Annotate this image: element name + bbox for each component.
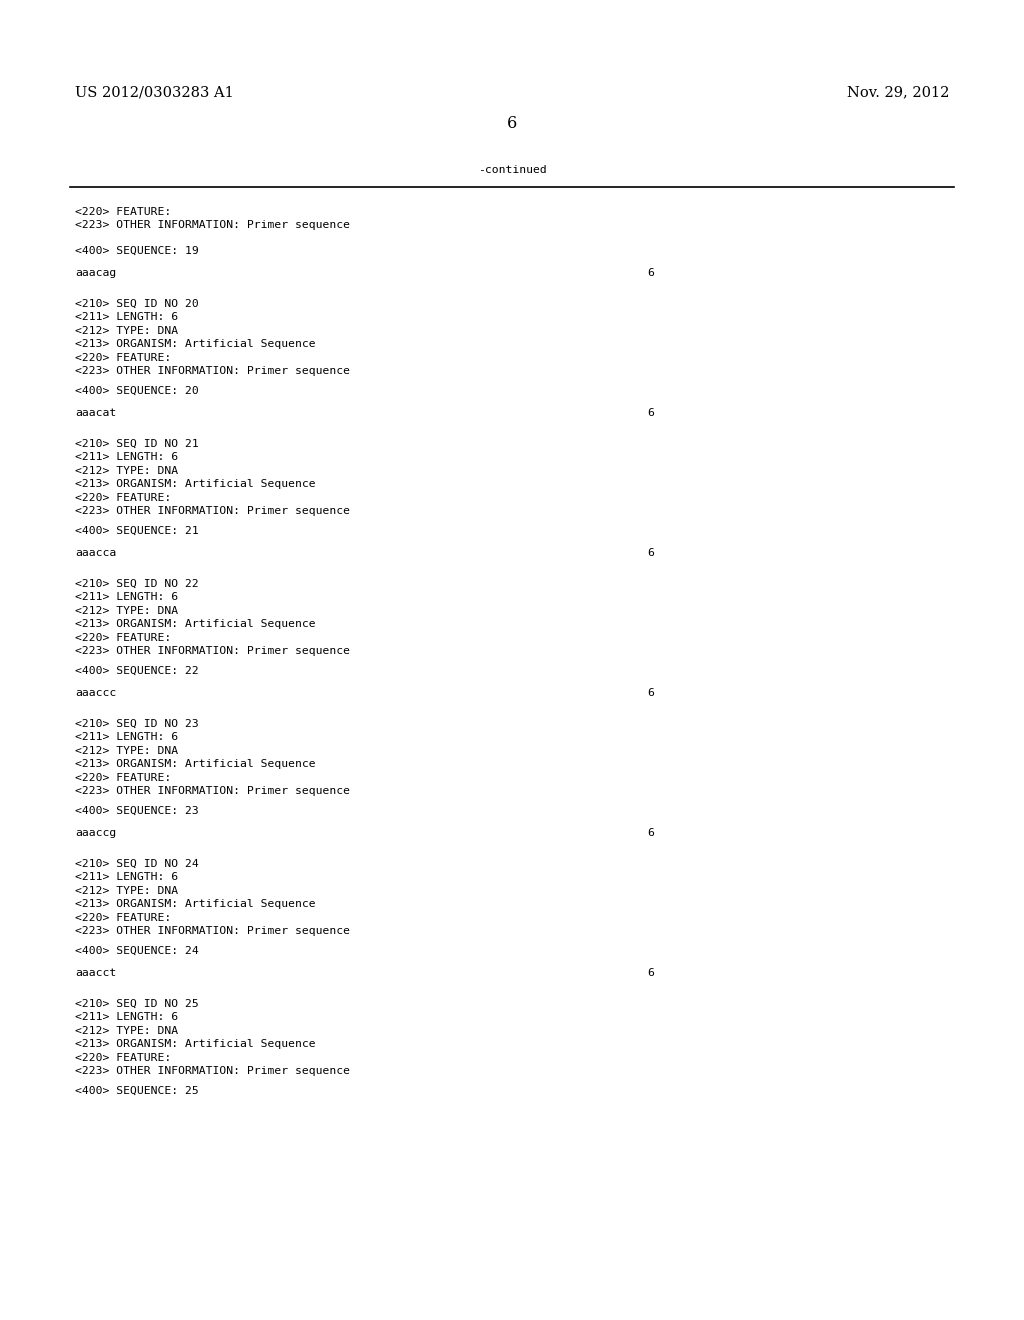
Text: 6: 6 xyxy=(647,968,654,978)
Text: <213> ORGANISM: Artificial Sequence: <213> ORGANISM: Artificial Sequence xyxy=(75,339,315,348)
Text: <212> TYPE: DNA: <212> TYPE: DNA xyxy=(75,466,178,475)
Text: <220> FEATURE:: <220> FEATURE: xyxy=(75,352,171,363)
Text: <212> TYPE: DNA: <212> TYPE: DNA xyxy=(75,746,178,755)
Text: <210> SEQ ID NO 25: <210> SEQ ID NO 25 xyxy=(75,999,199,1008)
Text: <223> OTHER INFORMATION: Primer sequence: <223> OTHER INFORMATION: Primer sequence xyxy=(75,927,350,936)
Text: <212> TYPE: DNA: <212> TYPE: DNA xyxy=(75,606,178,615)
Text: <223> OTHER INFORMATION: Primer sequence: <223> OTHER INFORMATION: Primer sequence xyxy=(75,220,350,231)
Text: <213> ORGANISM: Artificial Sequence: <213> ORGANISM: Artificial Sequence xyxy=(75,479,315,490)
Text: <223> OTHER INFORMATION: Primer sequence: <223> OTHER INFORMATION: Primer sequence xyxy=(75,645,350,656)
Text: aaacag: aaacag xyxy=(75,268,116,277)
Text: <213> ORGANISM: Artificial Sequence: <213> ORGANISM: Artificial Sequence xyxy=(75,899,315,909)
Text: 6: 6 xyxy=(647,408,654,417)
Text: <212> TYPE: DNA: <212> TYPE: DNA xyxy=(75,1026,178,1036)
Text: <211> LENGTH: 6: <211> LENGTH: 6 xyxy=(75,1012,178,1022)
Text: aaacct: aaacct xyxy=(75,968,116,978)
Text: <213> ORGANISM: Artificial Sequence: <213> ORGANISM: Artificial Sequence xyxy=(75,619,315,630)
Text: US 2012/0303283 A1: US 2012/0303283 A1 xyxy=(75,84,233,99)
Text: <211> LENGTH: 6: <211> LENGTH: 6 xyxy=(75,312,178,322)
Text: <211> LENGTH: 6: <211> LENGTH: 6 xyxy=(75,593,178,602)
Text: <211> LENGTH: 6: <211> LENGTH: 6 xyxy=(75,451,178,462)
Text: 6: 6 xyxy=(647,688,654,697)
Text: <400> SEQUENCE: 22: <400> SEQUENCE: 22 xyxy=(75,667,199,676)
Text: 6: 6 xyxy=(647,828,654,837)
Text: aaaccg: aaaccg xyxy=(75,828,116,837)
Text: <223> OTHER INFORMATION: Primer sequence: <223> OTHER INFORMATION: Primer sequence xyxy=(75,1067,350,1076)
Text: <223> OTHER INFORMATION: Primer sequence: <223> OTHER INFORMATION: Primer sequence xyxy=(75,506,350,516)
Text: <400> SEQUENCE: 23: <400> SEQUENCE: 23 xyxy=(75,807,199,816)
Text: <220> FEATURE:: <220> FEATURE: xyxy=(75,492,171,503)
Text: <213> ORGANISM: Artificial Sequence: <213> ORGANISM: Artificial Sequence xyxy=(75,1039,315,1049)
Text: <210> SEQ ID NO 20: <210> SEQ ID NO 20 xyxy=(75,298,199,309)
Text: aaacat: aaacat xyxy=(75,408,116,417)
Text: 6: 6 xyxy=(647,268,654,277)
Text: <400> SEQUENCE: 19: <400> SEQUENCE: 19 xyxy=(75,246,199,256)
Text: <211> LENGTH: 6: <211> LENGTH: 6 xyxy=(75,873,178,882)
Text: <220> FEATURE:: <220> FEATURE: xyxy=(75,632,171,643)
Text: <210> SEQ ID NO 24: <210> SEQ ID NO 24 xyxy=(75,858,199,869)
Text: <400> SEQUENCE: 21: <400> SEQUENCE: 21 xyxy=(75,525,199,536)
Text: <212> TYPE: DNA: <212> TYPE: DNA xyxy=(75,886,178,895)
Text: -continued: -continued xyxy=(477,165,547,176)
Text: aaacca: aaacca xyxy=(75,548,116,557)
Text: <220> FEATURE:: <220> FEATURE: xyxy=(75,772,171,783)
Text: <212> TYPE: DNA: <212> TYPE: DNA xyxy=(75,326,178,335)
Text: <220> FEATURE:: <220> FEATURE: xyxy=(75,207,171,216)
Text: <210> SEQ ID NO 22: <210> SEQ ID NO 22 xyxy=(75,578,199,589)
Text: <210> SEQ ID NO 21: <210> SEQ ID NO 21 xyxy=(75,438,199,449)
Text: 6: 6 xyxy=(507,115,517,132)
Text: <223> OTHER INFORMATION: Primer sequence: <223> OTHER INFORMATION: Primer sequence xyxy=(75,366,350,376)
Text: <400> SEQUENCE: 25: <400> SEQUENCE: 25 xyxy=(75,1086,199,1096)
Text: <210> SEQ ID NO 23: <210> SEQ ID NO 23 xyxy=(75,718,199,729)
Text: 6: 6 xyxy=(647,548,654,557)
Text: <400> SEQUENCE: 24: <400> SEQUENCE: 24 xyxy=(75,946,199,956)
Text: <223> OTHER INFORMATION: Primer sequence: <223> OTHER INFORMATION: Primer sequence xyxy=(75,787,350,796)
Text: <400> SEQUENCE: 20: <400> SEQUENCE: 20 xyxy=(75,385,199,396)
Text: <211> LENGTH: 6: <211> LENGTH: 6 xyxy=(75,733,178,742)
Text: aaaccc: aaaccc xyxy=(75,688,116,697)
Text: Nov. 29, 2012: Nov. 29, 2012 xyxy=(847,84,949,99)
Text: <220> FEATURE:: <220> FEATURE: xyxy=(75,1052,171,1063)
Text: <213> ORGANISM: Artificial Sequence: <213> ORGANISM: Artificial Sequence xyxy=(75,759,315,770)
Text: <220> FEATURE:: <220> FEATURE: xyxy=(75,912,171,923)
